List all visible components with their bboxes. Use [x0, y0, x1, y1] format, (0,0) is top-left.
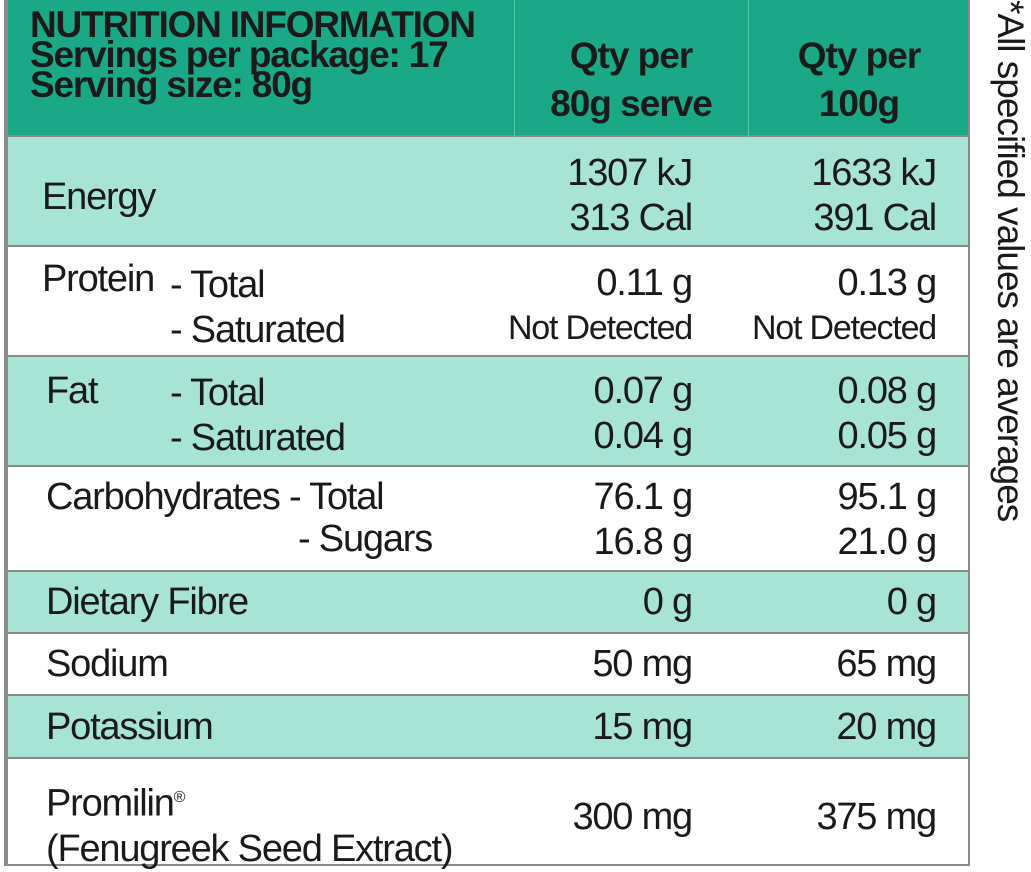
cell-group: 95.1 g 21.0 g [837, 475, 938, 565]
cell-text: - Total [170, 264, 266, 306]
cell-group: 0.08 g 0.05 g [837, 369, 938, 459]
cell-text: 15 mg [592, 706, 693, 748]
row-sodium: Sodium 50 mg 65 mg [8, 634, 968, 696]
cell-text: 50 mg [592, 643, 693, 685]
row-dietary-fibre: Dietary Fibre 0 g 0 g [8, 572, 968, 634]
cell-text: 20 mg [836, 706, 937, 748]
cell-group: 0.07 g 0.04 g [593, 369, 694, 459]
cell-text: 0.08 g [837, 370, 938, 412]
row-fat: Fat - Total - Saturated 0.07 g 0.04 g 0.08… [8, 357, 968, 467]
header-text: NUTRITION INFORMATION Servings per packa… [30, 4, 476, 105]
cell-group: Promilin® (Fenugreek Seed Extract) [46, 775, 453, 872]
nutrition-table: NUTRITION INFORMATION Servings per packa… [4, 0, 970, 870]
cell-text: 76.1 g [593, 476, 694, 518]
column-divider [514, 0, 515, 137]
cell-text: Not Detected [507, 309, 693, 347]
cell-text: 0.13 g [837, 262, 938, 304]
cell-text: 0 g [886, 581, 937, 623]
col-header-100g: Qty per 100g [748, 32, 970, 128]
column-divider [748, 0, 749, 137]
cell-group: 1307 kJ 313 Cal [567, 151, 693, 241]
cell-text: Qty per [797, 35, 922, 76]
cell-text: Promilin [46, 782, 175, 825]
table-header: NUTRITION INFORMATION Servings per packa… [8, 0, 968, 137]
cell-text: 0.05 g [837, 415, 938, 457]
cell-text: Dietary Fibre [46, 581, 249, 623]
cell-text: ® [173, 789, 186, 806]
cell-group: 0.11 g Not Detected [507, 261, 693, 351]
cell-text: 100g [818, 83, 900, 124]
cell-text: - Sugars [298, 518, 433, 560]
cell-text: 0.04 g [593, 415, 694, 457]
cell-text: - Saturated [170, 417, 346, 459]
servings: Servings per package: 17 [30, 34, 449, 75]
cell-text: 313 Cal [569, 197, 693, 239]
footnote: *All specified values are averages [990, 0, 1031, 522]
cell-text: - Saturated [170, 309, 346, 351]
row-potassium: Potassium 15 mg 20 mg [8, 696, 968, 759]
cell-text: Protein [42, 258, 155, 300]
cell-text: 95.1 g [837, 476, 938, 518]
cell-group: 0.13 g Not Detected [751, 261, 938, 351]
cell-text: 375 mg [816, 796, 937, 838]
cell-text: (Fenugreek Seed Extract) [46, 827, 453, 870]
cell-text: 65 mg [836, 643, 937, 685]
cell-group: - Total - Saturated [170, 263, 346, 353]
cell-text: 0 g [642, 581, 693, 623]
cell-text: 16.8 g [593, 521, 694, 563]
cell-group: - Total - Saturated [170, 371, 346, 461]
row-promilin: Promilin® (Fenugreek Seed Extract) 300 mg… [8, 759, 968, 870]
cell-text: Carbohydrates [46, 476, 281, 518]
cell-text: 80g serve [550, 83, 713, 124]
row-carbohydrates: Carbohydrates - Total - Sugars 76.1 g 16.… [8, 467, 968, 572]
cell-text: Energy [42, 176, 156, 218]
cell-text: Potassium [46, 706, 214, 748]
cell-group: 1633 kJ 391 Cal [811, 151, 937, 241]
col-header-serve: Qty per 80g serve [514, 32, 748, 128]
row-energy: Energy 1307 kJ 313 Cal 1633 kJ 391 Cal [8, 137, 968, 247]
cell-text: 1307 kJ [567, 152, 693, 194]
cell-group: Carbohydrates - Total [46, 475, 385, 520]
cell-text: 300 mg [572, 796, 693, 838]
title: NUTRITION INFORMATION [30, 4, 476, 45]
cell-text: 391 Cal [813, 197, 937, 239]
cell-text: 21.0 g [837, 521, 938, 563]
cell-group: 76.1 g 16.8 g [593, 475, 694, 565]
cell-text: Fat [46, 370, 99, 412]
cell-text: Sodium [46, 643, 169, 685]
cell-text: 1633 kJ [811, 152, 937, 194]
cell-text: - Total [170, 372, 266, 414]
serving-size: Serving size: 80g [30, 64, 313, 105]
cell-text: 0.11 g [596, 262, 693, 304]
cell-text: Qty per [569, 35, 694, 76]
cell-text: 0.07 g [593, 370, 694, 412]
cell-text: - Total [289, 476, 385, 518]
row-protein: Protein - Total - Saturated 0.11 g Not Det… [8, 247, 968, 357]
cell-text: Not Detected [751, 309, 937, 347]
